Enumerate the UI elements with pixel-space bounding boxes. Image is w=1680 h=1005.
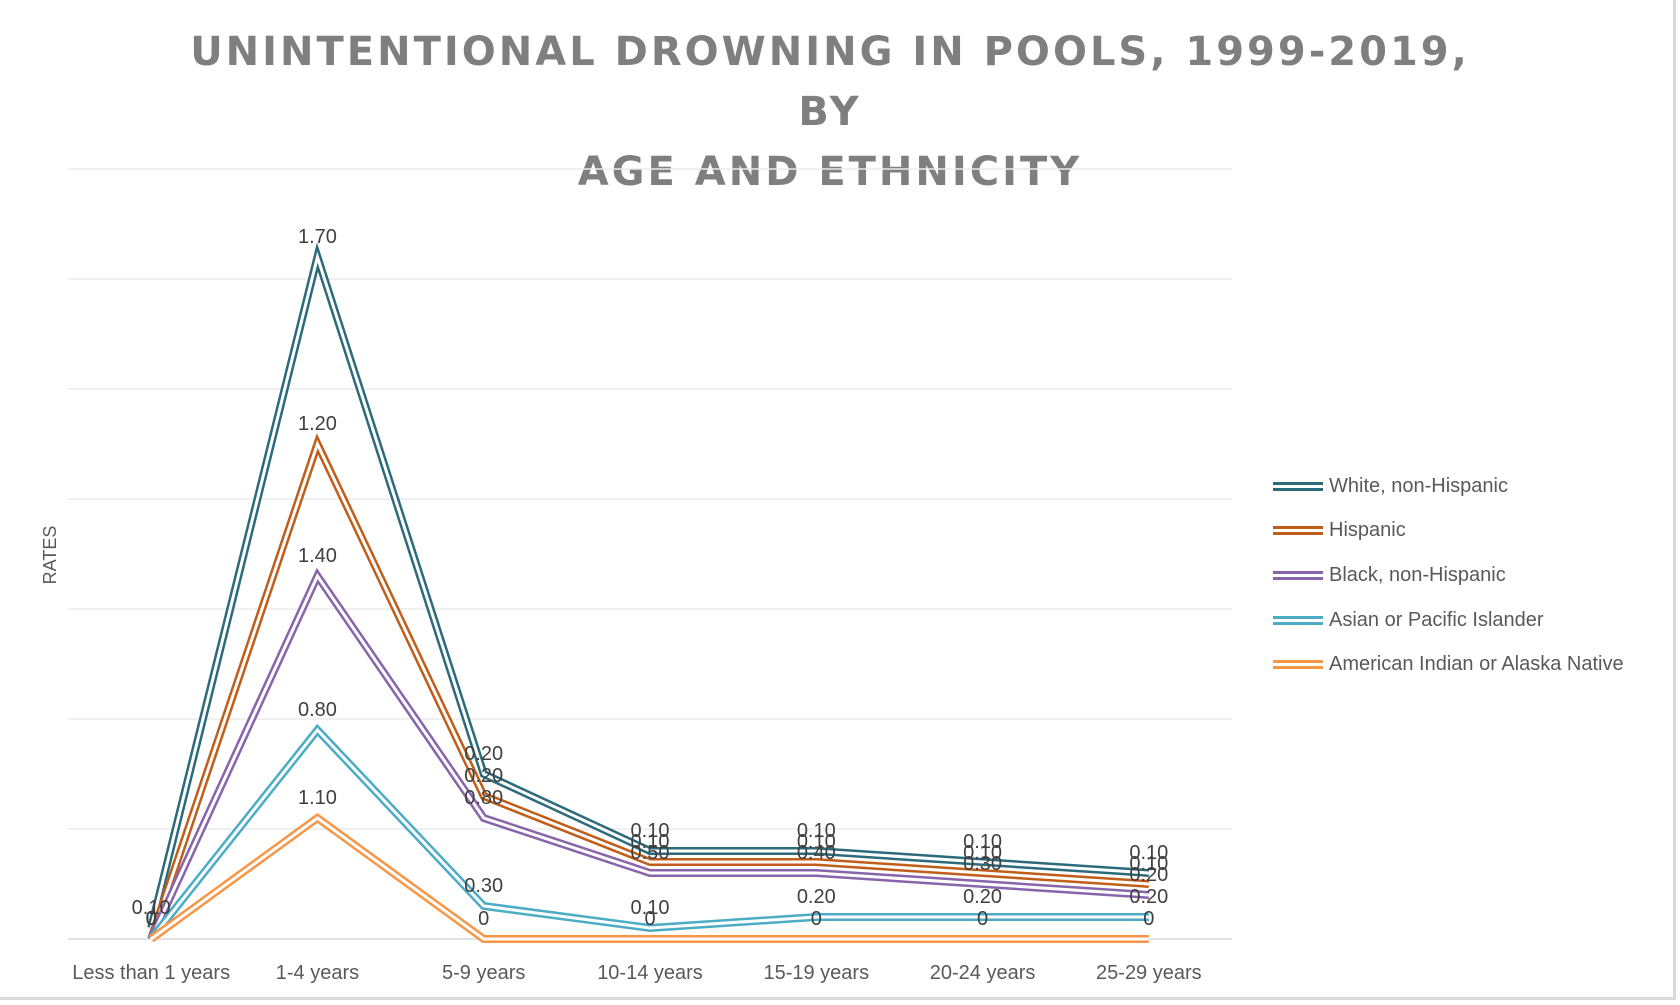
legend-swatch-icon: [1273, 615, 1323, 625]
x-tick-label: 10-14 years: [597, 962, 703, 984]
chart-title: UNINTENTIONAL DROWNING IN POOLS, 1999-20…: [180, 22, 1480, 202]
series-line-inner: [149, 251, 1149, 929]
data-label: 0.20: [464, 765, 503, 787]
data-label: 0.10: [631, 820, 670, 842]
legend-swatch-icon: [1273, 526, 1323, 536]
data-label: 0.10: [1129, 853, 1168, 875]
data-label: 0.10: [797, 831, 836, 853]
data-label: 0: [644, 908, 655, 930]
series-hispanic: [147, 433, 1150, 941]
legend-label: Asian or Pacific Islander: [1329, 608, 1544, 631]
chart-title-line-2: AGE AND ETHNICITY: [577, 149, 1083, 195]
series-white-non-hispanic: [147, 242, 1150, 929]
data-label: 0.30: [464, 875, 503, 897]
data-label: 0.10: [631, 831, 670, 853]
data-label: 1.40: [298, 545, 337, 567]
x-tick-label: 25-29 years: [1096, 962, 1202, 984]
legend-label: American Indian or Alaska Native: [1329, 653, 1624, 676]
data-label: 0.50: [631, 842, 670, 864]
series-lines: [147, 242, 1150, 943]
data-label: 0: [977, 908, 988, 930]
data-label: 0.10: [1129, 842, 1168, 864]
data-label: 0.10: [963, 831, 1002, 853]
data-label: 0.10: [963, 842, 1002, 864]
data-label: 0.80: [464, 787, 503, 809]
data-label: 0.80: [298, 699, 337, 721]
legend-label: Black, non-Hispanic: [1329, 563, 1506, 586]
legend: White, non-Hispanic Hispanic Black, non-Hi…: [1273, 464, 1624, 687]
legend-item[interactable]: White, non-Hispanic: [1273, 464, 1624, 509]
legend-item[interactable]: Asian or Pacific Islander: [1273, 598, 1624, 643]
legend-label: White, non-Hispanic: [1329, 474, 1508, 497]
series-asian-or-pacific-islander: [148, 723, 1149, 942]
data-labels: 01.100 0 0 0 000.800.300.10 0.20 0.20 0.2001.40…: [132, 226, 1169, 930]
data-label: 0.10: [631, 897, 670, 919]
data-label: 0: [811, 908, 822, 930]
data-label: 0.20: [464, 743, 503, 765]
data-label: 0.30: [963, 853, 1002, 875]
y-axis-title: RATES: [40, 526, 60, 585]
series-line-inner: [150, 816, 1149, 941]
data-label: 0: [146, 908, 157, 930]
legend-item[interactable]: American Indian or Alaska Native: [1273, 642, 1624, 687]
series-line-inner: [149, 572, 1149, 940]
data-label: 0.10: [797, 820, 836, 842]
data-label: 0: [146, 908, 157, 930]
x-axis-tick-labels: Less than 1 years 1-4 years 5-9 years 10-14…: [72, 962, 1201, 984]
series-line-inner: [149, 727, 1149, 940]
x-tick-label: Less than 1 years: [72, 962, 230, 984]
legend-item[interactable]: Black, non-Hispanic: [1273, 553, 1624, 598]
data-label: 0.20: [1129, 864, 1168, 886]
series-american-indian-or-alaska-native: [148, 813, 1149, 943]
legend-label: Hispanic: [1329, 519, 1406, 542]
series-black-non-hispanic: [147, 567, 1150, 941]
data-label: 0.20: [797, 886, 836, 908]
data-label: 0: [478, 908, 489, 930]
legend-swatch-icon: [1273, 481, 1323, 491]
x-tick-label: 20-24 years: [930, 962, 1036, 984]
data-label: 0.40: [797, 842, 836, 864]
data-label: 0.20: [963, 886, 1002, 908]
legend-item[interactable]: Hispanic: [1273, 509, 1624, 554]
x-tick-label: 1-4 years: [276, 962, 359, 984]
data-label: 0.20: [1129, 886, 1168, 908]
data-label: 1.70: [298, 226, 337, 248]
chart-title-line-1: UNINTENTIONAL DROWNING IN POOLS, 1999-20…: [190, 29, 1470, 135]
x-tick-label: 15-19 years: [763, 962, 869, 984]
data-label: 0: [1143, 908, 1154, 930]
legend-swatch-icon: [1273, 570, 1323, 580]
legend-swatch-icon: [1273, 660, 1323, 670]
series-line-inner: [149, 439, 1149, 940]
x-tick-label: 5-9 years: [442, 962, 525, 984]
data-label: 0.10: [132, 897, 171, 919]
data-label: 1.20: [298, 413, 337, 435]
data-label: 0: [146, 908, 157, 930]
data-label: 0: [146, 908, 157, 930]
data-label: 1.10: [298, 787, 337, 809]
